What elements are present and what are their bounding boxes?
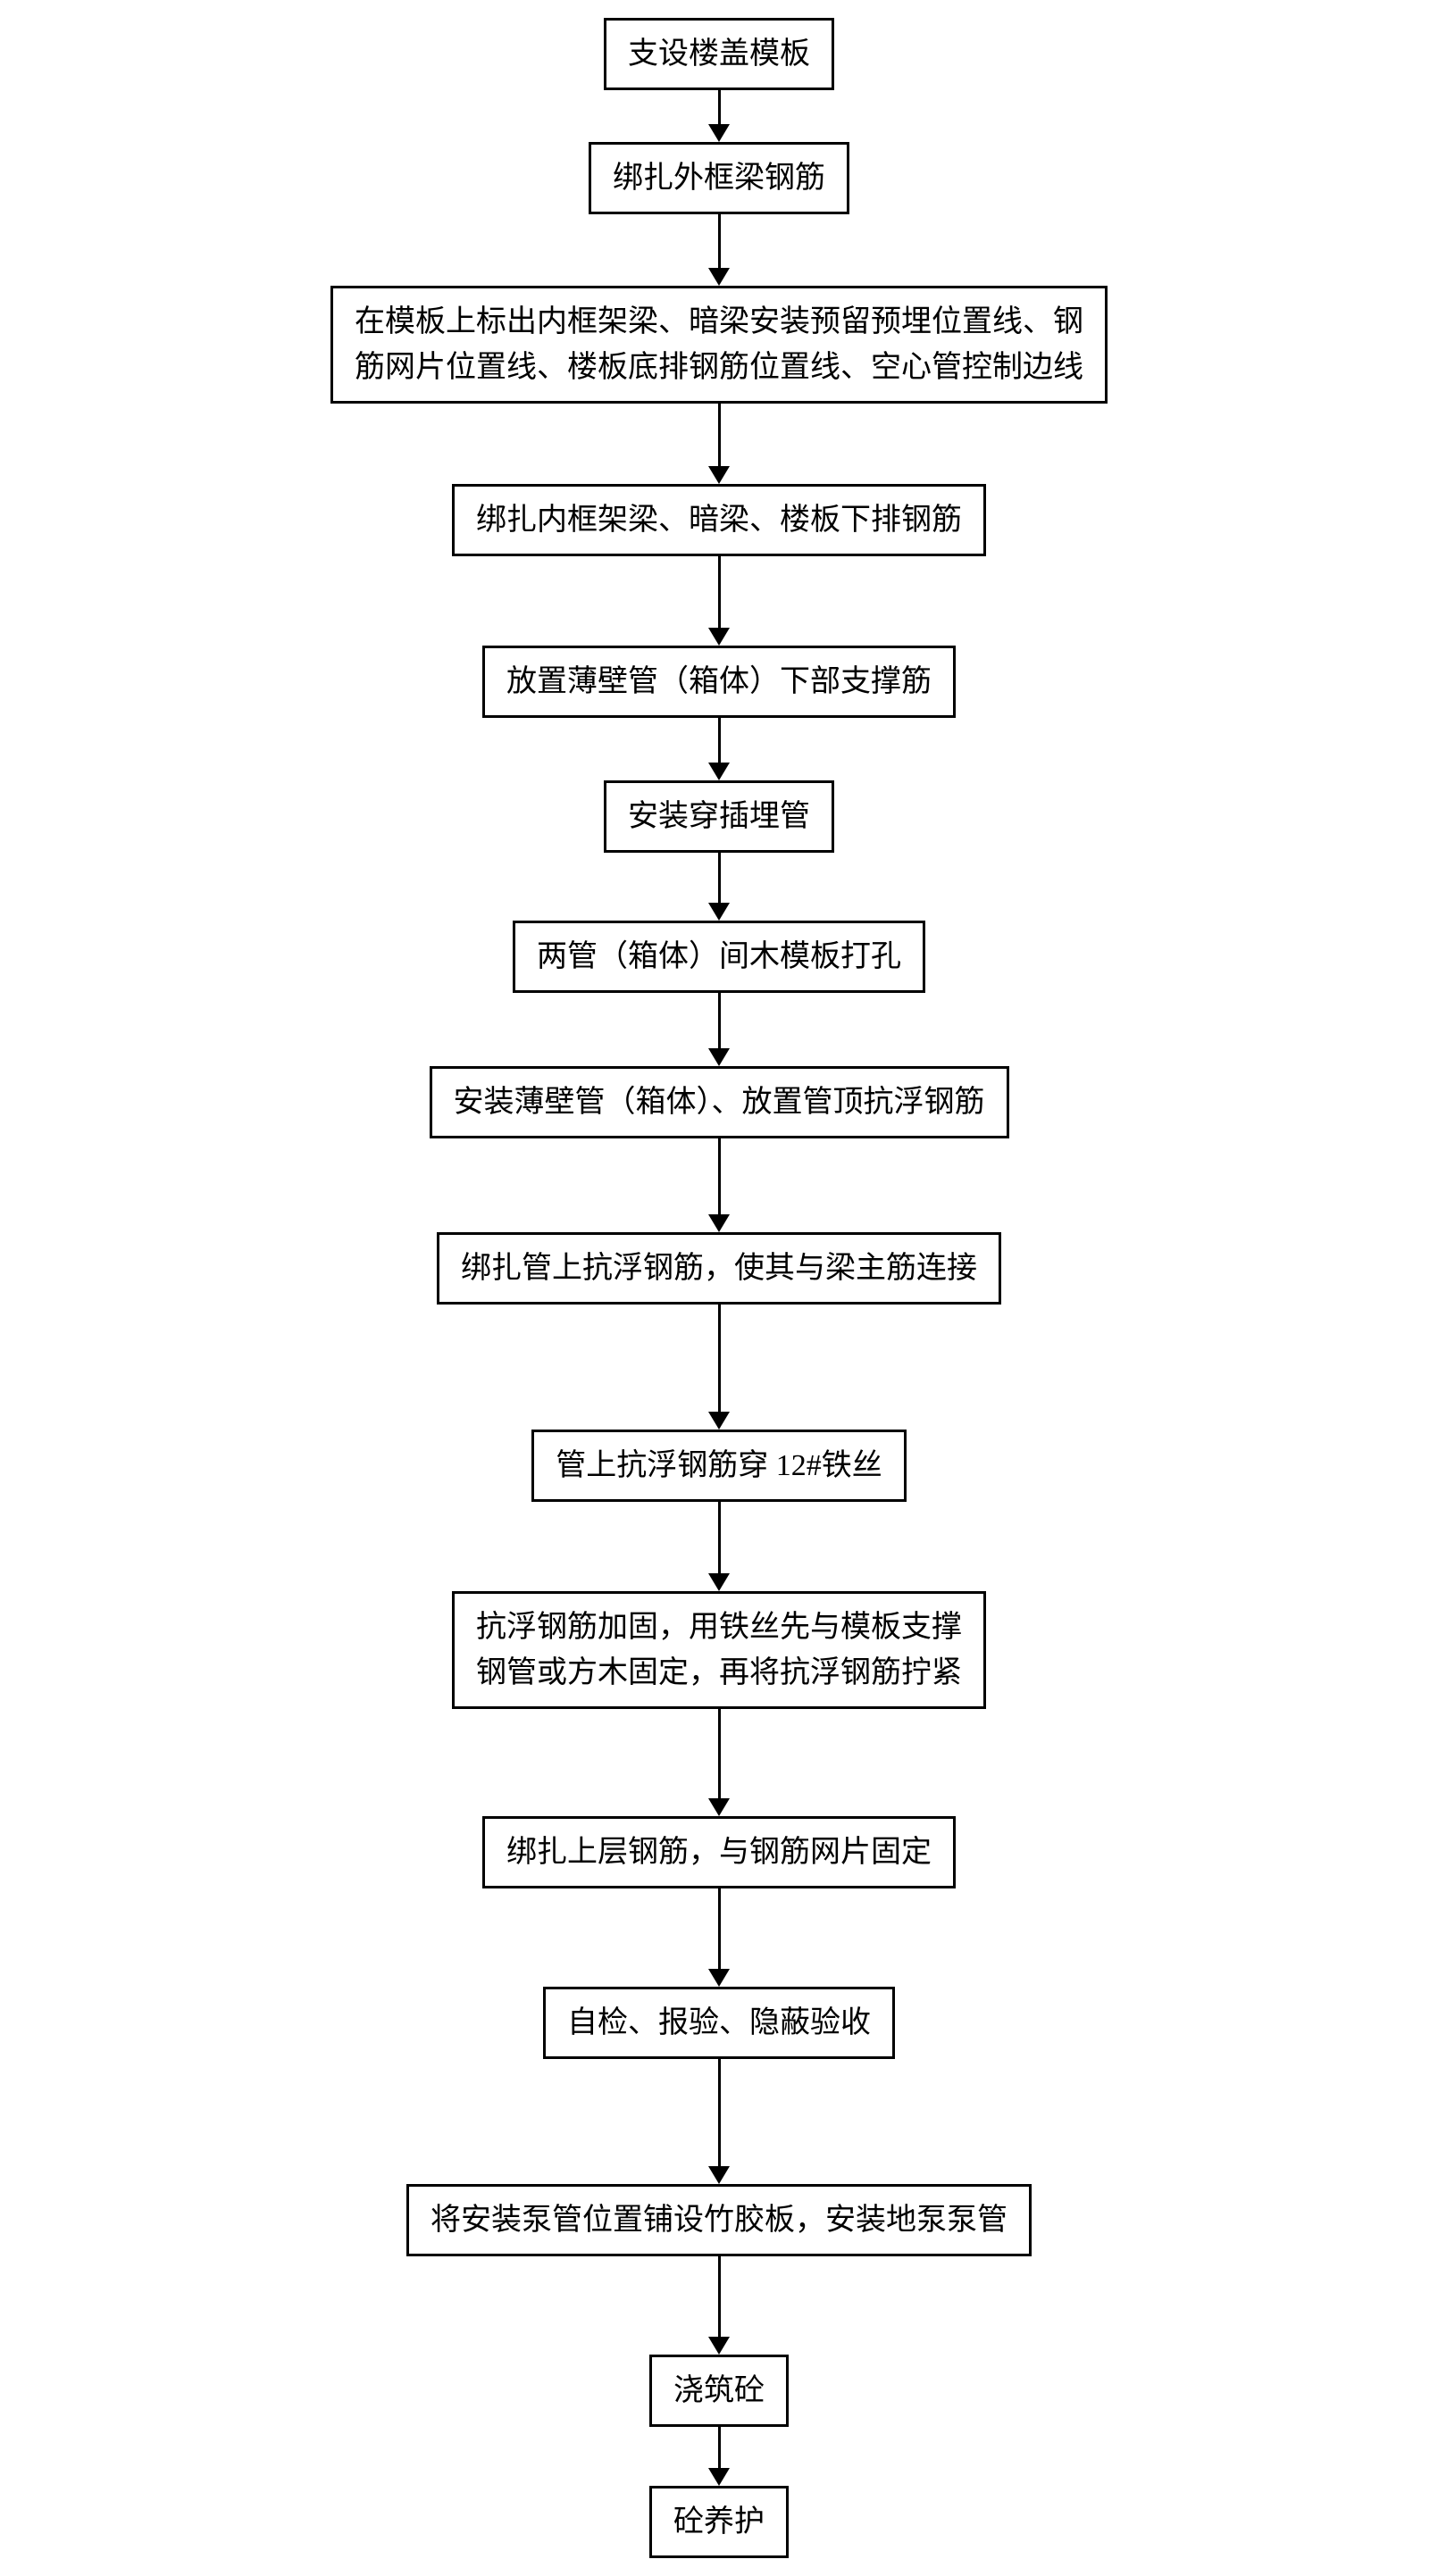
arrow-head-icon [708, 1048, 730, 1066]
flowchart-node-n5: 放置薄壁管（箱体）下部支撑筋 [482, 646, 956, 718]
arrow-line [718, 1709, 721, 1798]
arrow-n1 [708, 90, 730, 142]
arrow-line [718, 1888, 721, 1969]
flowchart-node-n10: 管上抗浮钢筋穿 12#铁丝 [531, 1430, 907, 1502]
arrow-line [718, 2059, 721, 2166]
arrow-line [718, 556, 721, 628]
arrow-n11 [708, 1709, 730, 1816]
arrow-n12 [708, 1888, 730, 1987]
arrow-head-icon [708, 466, 730, 484]
arrow-head-icon [708, 268, 730, 286]
flowchart-node-n9: 绑扎管上抗浮钢筋，使其与梁主筋连接 [437, 1232, 1001, 1305]
arrow-head-icon [708, 1412, 730, 1430]
flowchart-node-n6: 安装穿插埋管 [604, 780, 834, 853]
arrow-line [718, 993, 721, 1048]
arrow-line [718, 853, 721, 903]
arrow-n13 [708, 2059, 730, 2184]
arrow-head-icon [708, 2166, 730, 2184]
arrow-line [718, 2256, 721, 2337]
arrow-line [718, 404, 721, 466]
arrow-n15 [708, 2427, 730, 2486]
flowchart-node-n15: 浇筑砼 [649, 2355, 789, 2427]
arrow-head-icon [708, 124, 730, 142]
flowchart-node-n7: 两管（箱体）间木模板打孔 [513, 921, 925, 993]
arrow-head-icon [708, 628, 730, 646]
arrow-n3 [708, 404, 730, 484]
flowchart-node-n14: 将安装泵管位置铺设竹胶板，安装地泵泵管 [406, 2184, 1032, 2256]
arrow-n14 [708, 2256, 730, 2355]
arrow-head-icon [708, 1214, 730, 1232]
arrow-n2 [708, 214, 730, 286]
flowchart-node-n11: 抗浮钢筋加固，用铁丝先与模板支撑 钢管或方木固定，再将抗浮钢筋拧紧 [452, 1591, 986, 1709]
flowchart-node-n12: 绑扎上层钢筋，与钢筋网片固定 [482, 1816, 956, 1888]
flowchart-node-n13: 自检、报验、隐蔽验收 [543, 1987, 895, 2059]
arrow-line [718, 90, 721, 124]
arrow-n8 [708, 1138, 730, 1232]
arrow-head-icon [708, 2337, 730, 2355]
arrow-line [718, 214, 721, 268]
arrow-head-icon [708, 903, 730, 921]
arrow-head-icon [708, 763, 730, 780]
flowchart-node-n2: 绑扎外框梁钢筋 [589, 142, 849, 214]
arrow-head-icon [708, 1969, 730, 1987]
flowchart-node-n8: 安装薄壁管（箱体）、放置管顶抗浮钢筋 [430, 1066, 1009, 1138]
flowchart-container: 支设楼盖模板绑扎外框梁钢筋在模板上标出内框架梁、暗梁安装预留预埋位置线、钢 筋网… [0, 18, 1438, 2558]
arrow-head-icon [708, 1573, 730, 1591]
arrow-line [718, 718, 721, 763]
arrow-line [718, 2427, 721, 2468]
arrow-n5 [708, 718, 730, 780]
arrow-line [718, 1138, 721, 1214]
flowchart-node-n16: 砼养护 [649, 2486, 789, 2558]
flowchart-node-n4: 绑扎内框架梁、暗梁、楼板下排钢筋 [452, 484, 986, 556]
arrow-n6 [708, 853, 730, 921]
flowchart-node-n1: 支设楼盖模板 [604, 18, 834, 90]
arrow-head-icon [708, 2468, 730, 2486]
arrow-n7 [708, 993, 730, 1066]
arrow-n9 [708, 1305, 730, 1430]
arrow-head-icon [708, 1798, 730, 1816]
arrow-n4 [708, 556, 730, 646]
arrow-n10 [708, 1502, 730, 1591]
flowchart-node-n3: 在模板上标出内框架梁、暗梁安装预留预埋位置线、钢 筋网片位置线、楼板底排钢筋位置… [330, 286, 1108, 404]
arrow-line [718, 1502, 721, 1573]
arrow-line [718, 1305, 721, 1412]
